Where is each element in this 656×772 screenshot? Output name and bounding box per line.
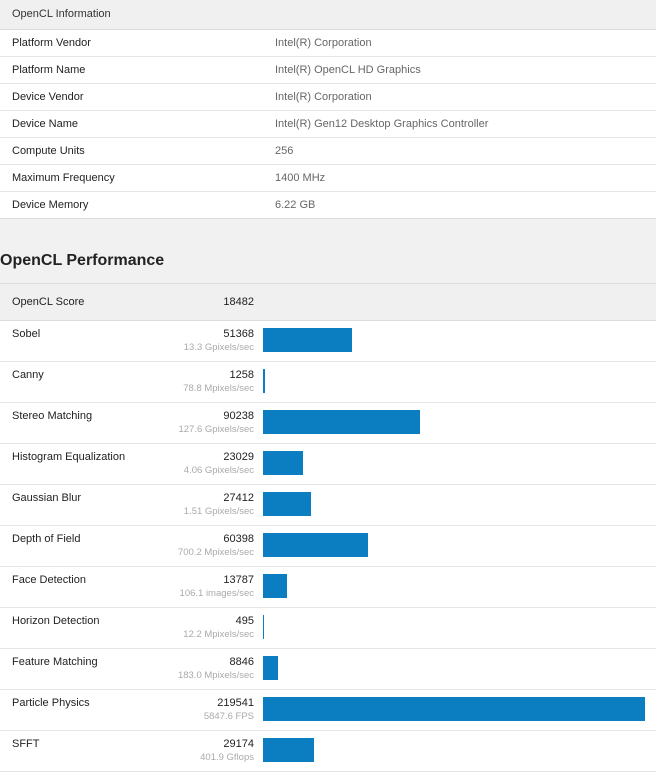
opencl-performance-table: OpenCL Score 18482 Sobel 51368 13.3 Gpixel… (0, 283, 656, 772)
info-key: Device Name (12, 118, 79, 130)
benchmark-score: 8846 (229, 656, 254, 668)
benchmark-bar-track (263, 656, 645, 680)
opencl-information-table: OpenCL Information Platform Vendor Intel… (0, 0, 656, 219)
benchmark-score: 51368 (223, 328, 254, 340)
benchmark-bar (263, 451, 303, 475)
benchmark-bar-track (263, 328, 645, 352)
info-value: Intel(R) OpenCL HD Graphics (275, 64, 421, 76)
benchmark-score: 29174 (223, 738, 254, 750)
benchmark-name: Stereo Matching (12, 410, 93, 422)
benchmark-row-canny: Canny 1258 78.8 Mpixels/sec (0, 362, 656, 403)
benchmark-name: Particle Physics (12, 697, 90, 709)
benchmark-rate: 127.6 Gpixels/sec (178, 424, 254, 435)
benchmark-rate: 700.2 Mpixels/sec (177, 547, 254, 558)
benchmark-score: 495 (235, 615, 254, 627)
benchmark-rate: 5847.6 FPS (203, 711, 254, 722)
benchmark-bar (263, 492, 311, 516)
benchmark-name: Horizon Detection (12, 615, 100, 627)
benchmark-bar-track (263, 410, 645, 434)
benchmark-bar-track (263, 369, 645, 393)
benchmark-bar-track (263, 738, 645, 762)
opencl-score-label: OpenCL Score (12, 296, 85, 308)
benchmark-rate: 183.0 Mpixels/sec (177, 670, 254, 681)
benchmark-bar-track (263, 697, 645, 721)
info-row-maximum-frequency: Maximum Frequency 1400 MHz (0, 165, 656, 192)
benchmark-rate: 13.3 Gpixels/sec (183, 342, 254, 353)
benchmark-row-horizon-detection: Horizon Detection 495 12.2 Mpixels/sec (0, 608, 656, 649)
benchmark-bar (263, 410, 420, 434)
benchmark-rate: 78.8 Mpixels/sec (183, 383, 254, 394)
info-key: Maximum Frequency (12, 172, 115, 184)
benchmark-bar-track (263, 451, 645, 475)
benchmark-name: Gaussian Blur (12, 492, 82, 504)
benchmark-rate: 12.2 Mpixels/sec (183, 629, 254, 640)
benchmark-rate: 4.06 Gpixels/sec (183, 465, 254, 476)
info-key: Compute Units (12, 145, 85, 157)
info-value: 256 (275, 145, 294, 157)
info-key: Platform Name (12, 64, 86, 76)
benchmark-row-gaussian-blur: Gaussian Blur 27412 1.51 Gpixels/sec (0, 485, 656, 526)
benchmark-name: Face Detection (12, 574, 86, 586)
benchmark-rate: 1.51 Gpixels/sec (183, 506, 254, 517)
benchmark-score: 219541 (217, 697, 254, 709)
benchmark-row-particle-physics: Particle Physics 219541 5847.6 FPS (0, 690, 656, 731)
benchmark-row-feature-matching: Feature Matching 8846 183.0 Mpixels/sec (0, 649, 656, 690)
benchmark-score: 90238 (223, 410, 254, 422)
info-key: Platform Vendor (12, 37, 91, 49)
info-row-device-memory: Device Memory 6.22 GB (0, 192, 656, 218)
benchmark-bar-track (263, 615, 645, 639)
benchmark-bar (263, 738, 314, 762)
info-value: Intel(R) Corporation (275, 37, 372, 49)
benchmark-bar (263, 574, 287, 598)
benchmark-name: SFFT (12, 738, 40, 750)
benchmark-name: Histogram Equalization (12, 451, 126, 463)
benchmark-score: 1258 (229, 369, 254, 381)
benchmark-row-sfft: SFFT 29174 401.9 Gflops (0, 731, 656, 772)
benchmark-row-face-detection: Face Detection 13787 106.1 images/sec (0, 567, 656, 608)
benchmark-score: 13787 (223, 574, 254, 586)
benchmark-score: 23029 (223, 451, 254, 463)
info-key: Device Vendor (12, 91, 84, 103)
benchmark-score: 60398 (223, 533, 254, 545)
benchmark-row-sobel: Sobel 51368 13.3 Gpixels/sec (0, 321, 656, 362)
benchmark-bar (263, 615, 264, 639)
benchmark-bar (263, 533, 368, 557)
benchmark-bar (263, 697, 645, 721)
info-value: 1400 MHz (275, 172, 326, 184)
info-key: Device Memory (12, 199, 89, 211)
benchmark-rate: 106.1 images/sec (179, 588, 254, 599)
info-value: Intel(R) Corporation (275, 91, 372, 103)
benchmark-score: 27412 (223, 492, 254, 504)
benchmark-bar-track (263, 574, 645, 598)
info-row-device-name: Device Name Intel(R) Gen12 Desktop Graph… (0, 111, 656, 138)
benchmark-name: Depth of Field (12, 533, 81, 545)
opencl-performance-title: OpenCL Performance (0, 252, 165, 269)
opencl-score-row: OpenCL Score 18482 (0, 283, 656, 321)
opencl-information-header: OpenCL Information (0, 0, 656, 30)
info-row-platform-name: Platform Name Intel(R) OpenCL HD Graphic… (0, 57, 656, 84)
benchmark-bar-track (263, 533, 645, 557)
benchmark-bar (263, 656, 278, 680)
benchmark-row-stereo-matching: Stereo Matching 90238 127.6 Gpixels/sec (0, 403, 656, 444)
benchmark-bar (263, 328, 352, 352)
benchmark-bar (263, 369, 265, 393)
info-row-device-vendor: Device Vendor Intel(R) Corporation (0, 84, 656, 111)
info-row-compute-units: Compute Units 256 (0, 138, 656, 165)
benchmark-rows: Sobel 51368 13.3 Gpixels/sec Canny 1258 78.8 … (0, 321, 656, 772)
benchmark-name: Canny (12, 369, 44, 381)
benchmark-name: Feature Matching (12, 656, 98, 668)
benchmark-bar-track (263, 492, 645, 516)
benchmark-row-histogram-equalization: Histogram Equalization 23029 4.06 Gpixels/… (0, 444, 656, 485)
info-value: 6.22 GB (275, 199, 316, 211)
benchmark-rate: 401.9 Gflops (200, 752, 254, 763)
info-row-platform-vendor: Platform Vendor Intel(R) Corporation (0, 30, 656, 57)
info-value: Intel(R) Gen12 Desktop Graphics Controll… (275, 118, 489, 130)
benchmark-row-depth-of-field: Depth of Field 60398 700.2 Mpixels/sec (0, 526, 656, 567)
benchmark-name: Sobel (12, 328, 41, 340)
opencl-score-value: 18482 (223, 296, 254, 308)
